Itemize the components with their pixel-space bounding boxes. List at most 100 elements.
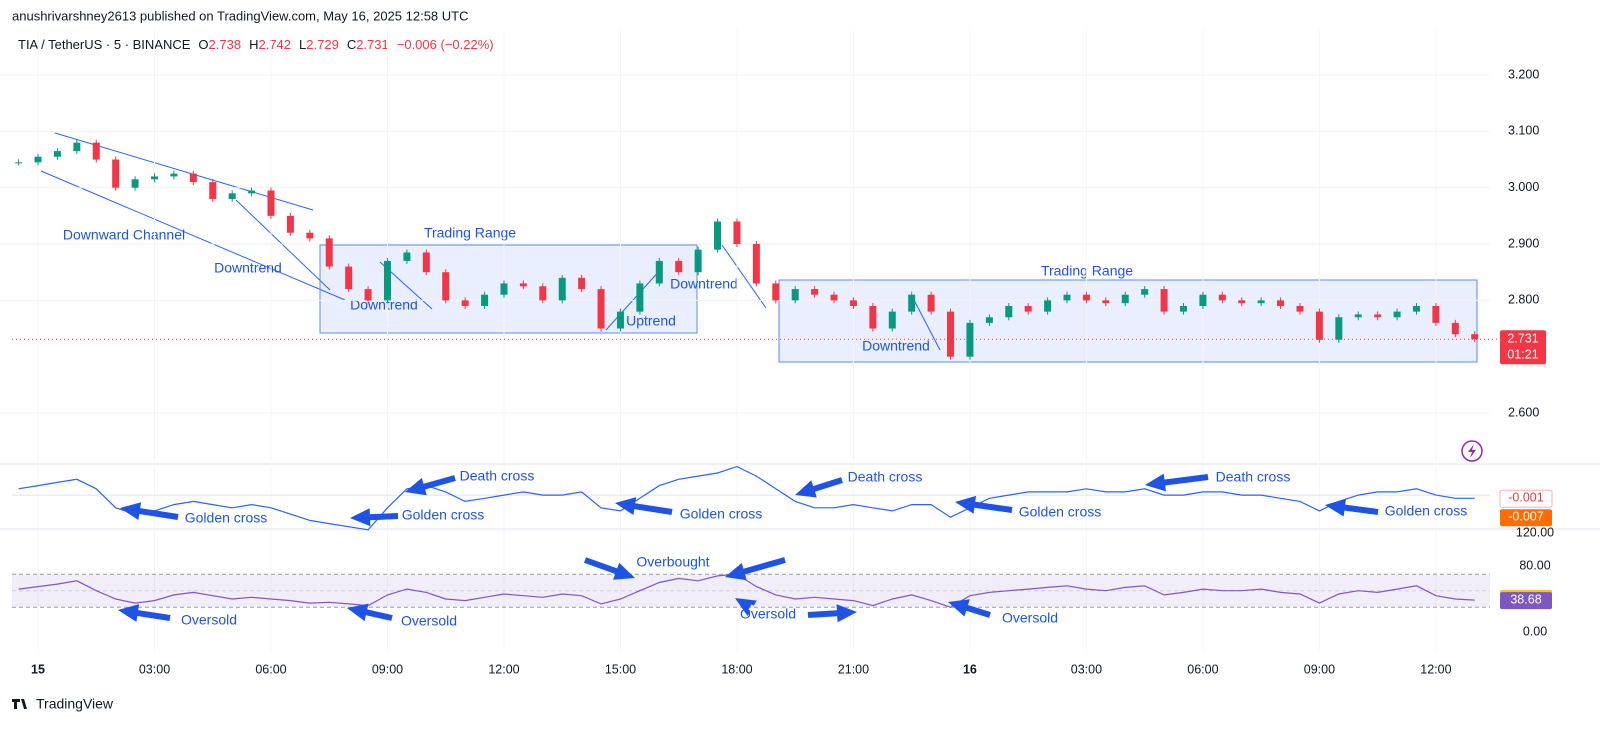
candle-body — [655, 260, 663, 284]
candle-body — [772, 283, 780, 301]
candle-body — [15, 162, 23, 164]
arrow — [350, 508, 399, 527]
y-tick-label: 120.00 — [1516, 525, 1554, 539]
candle-body — [151, 176, 159, 180]
x-tick-label: 16 — [963, 662, 977, 676]
logo — [12, 699, 27, 709]
legend: TIA / TetherUS · 5 · BINANCE O2.738 H2.742… — [18, 37, 494, 52]
arrow — [120, 502, 179, 520]
x-tick-label: 06:00 — [255, 662, 286, 676]
alert-icon-bolt — [1468, 444, 1476, 458]
candle-body — [1199, 294, 1207, 306]
annotation: Golden cross — [1385, 503, 1467, 519]
candle-body — [364, 289, 372, 301]
candle-body — [1296, 305, 1304, 312]
annotation: Downtrend — [214, 260, 282, 276]
candle-body — [616, 311, 624, 329]
annotation: Oversold — [401, 613, 457, 629]
y-tick-label: 2.900 — [1508, 236, 1539, 250]
candle-body — [733, 221, 741, 245]
candle-body — [694, 249, 702, 273]
candle-body — [442, 272, 450, 301]
candle-body — [500, 283, 508, 295]
countdown: 01:21 — [1507, 348, 1538, 362]
candle-body — [888, 311, 896, 329]
channel-line — [40, 170, 346, 301]
candle-body — [1471, 334, 1479, 340]
candle-body — [791, 289, 799, 301]
candle-body — [966, 322, 974, 357]
candle-body — [849, 300, 857, 306]
x-tick-label: 21:00 — [838, 662, 869, 676]
arrow — [347, 603, 393, 622]
arrow — [735, 598, 757, 616]
candle-body — [830, 294, 838, 301]
candle-body — [1277, 300, 1285, 306]
readout: -0.001 — [1508, 491, 1543, 505]
candle-body — [752, 244, 760, 284]
arrow — [1145, 473, 1209, 492]
change: −0.006 (−0.22%) — [397, 37, 494, 52]
candle-body — [1180, 305, 1187, 312]
candle-body — [248, 190, 256, 194]
candle-body — [985, 317, 993, 323]
indicator-line — [18, 573, 1475, 608]
trend-line — [605, 267, 663, 331]
candle-body — [558, 277, 566, 301]
candle-body — [947, 311, 955, 357]
annotation: Oversold — [1002, 610, 1058, 626]
arrow — [405, 475, 456, 496]
annotation: Golden cross — [402, 507, 484, 523]
annotation: Downward Channel — [63, 227, 185, 243]
x-tick-label: 06:00 — [1187, 662, 1218, 676]
ohlc-label: H — [249, 37, 258, 52]
arrow — [584, 557, 635, 580]
candle-body — [325, 238, 333, 267]
candle-body — [539, 286, 547, 301]
ohlc-label: O — [198, 37, 208, 52]
candle-body — [636, 283, 644, 312]
symbol: TIA / TetherUS · 5 · BINANCE — [18, 37, 191, 52]
candle-body — [811, 289, 819, 295]
arrow — [725, 557, 786, 581]
candle-body — [597, 289, 605, 329]
candle-body — [403, 252, 411, 261]
arrow — [807, 604, 857, 623]
ohlc-value: 2.729 — [306, 37, 339, 52]
candle-body — [1374, 314, 1382, 318]
arrow — [118, 604, 171, 622]
candle-body — [1451, 322, 1459, 335]
readout-box — [1500, 592, 1552, 610]
candle-body — [927, 294, 935, 312]
candle-body — [1102, 300, 1110, 304]
annotation: Death cross — [1216, 469, 1291, 485]
candle-body — [1160, 289, 1168, 312]
arrow — [955, 495, 1013, 514]
range-box — [319, 244, 698, 334]
candle-body — [578, 277, 586, 290]
candle-body — [519, 283, 527, 287]
candle-body — [1024, 305, 1032, 312]
last-price: 2.731 — [1507, 332, 1538, 346]
candle-body — [1141, 289, 1149, 295]
x-tick-label: 09:00 — [372, 662, 403, 676]
ohlc-value: 2.731 — [356, 37, 389, 52]
annotation: Uptrend — [626, 313, 676, 329]
y-tick-label: 3.100 — [1508, 124, 1539, 138]
annotation: Trading Range — [424, 225, 516, 241]
candle-body — [1335, 317, 1343, 340]
annotation: Golden cross — [680, 506, 762, 522]
candle-body — [209, 182, 217, 199]
arrow — [948, 599, 991, 618]
alert-icon[interactable] — [1461, 440, 1483, 462]
candle-body — [170, 173, 178, 177]
candle-body — [1044, 300, 1052, 312]
publisher: anushrivarshney2613 published on Trading… — [12, 8, 469, 23]
annotation: Trading Range — [1041, 263, 1133, 279]
annotation: Golden cross — [1019, 504, 1101, 520]
y-tick-label: 3.200 — [1508, 67, 1539, 81]
readout-box — [1499, 489, 1553, 508]
readout-box — [1500, 509, 1552, 527]
readout: 38.68 — [1510, 592, 1541, 606]
